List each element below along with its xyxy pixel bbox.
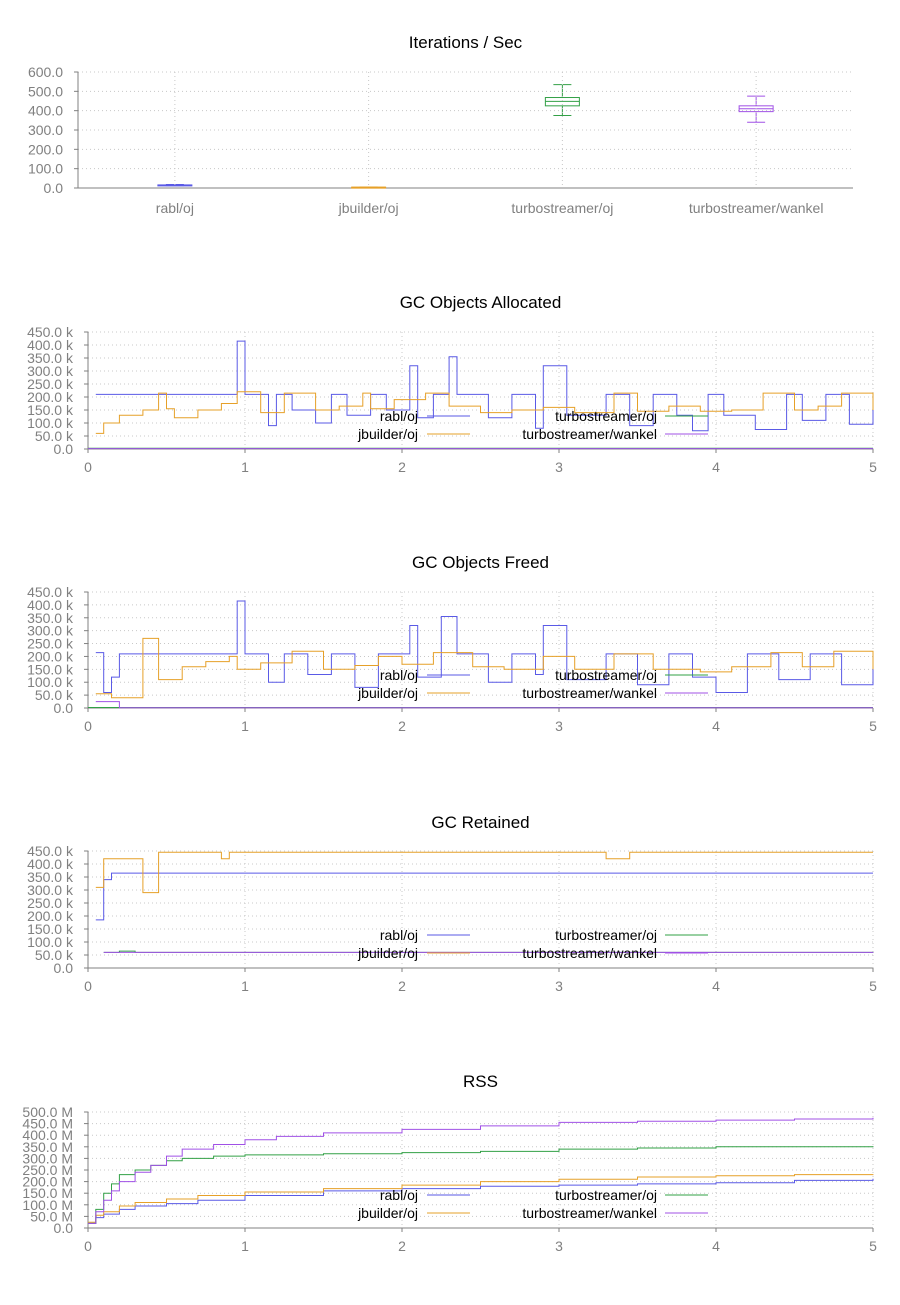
y-tick-label: 200.0: [28, 141, 63, 157]
chart-title: GC Retained: [431, 813, 529, 832]
x-tick-label: 4: [712, 459, 720, 475]
y-tick-label: 500.0: [28, 83, 63, 99]
x-tick-label: 3: [555, 978, 563, 994]
legend-label: jbuilder/oj: [357, 945, 418, 961]
series-line-rabl-oj: [96, 341, 873, 431]
legend-label: rabl/oj: [380, 667, 418, 683]
legend-label: rabl/oj: [380, 408, 418, 424]
x-tick-label: 4: [712, 1238, 720, 1254]
x-tick-label: jbuilder/oj: [338, 200, 399, 216]
x-tick-label: 2: [398, 978, 406, 994]
legend-item-turbostreamer-oj: turbostreamer/oj: [555, 408, 708, 424]
series-line-turbostreamer-wankel: [88, 1118, 873, 1224]
x-tick-label: 0: [84, 459, 92, 475]
y-tick-label: 500.0 M: [22, 1104, 73, 1120]
legend-label: turbostreamer/oj: [555, 1187, 657, 1203]
x-tick-label: 2: [398, 718, 406, 734]
chart-title: GC Objects Allocated: [400, 293, 562, 312]
x-tick-label: 0: [84, 718, 92, 734]
y-tick-label: 300.0: [28, 122, 63, 138]
legend-item-turbostreamer-wankel: turbostreamer/wankel: [522, 1205, 708, 1221]
x-tick-label: 3: [555, 1238, 563, 1254]
x-tick-label: 1: [241, 718, 249, 734]
series-line-jbuilder-oj: [88, 1174, 873, 1222]
legend-item-jbuilder-oj: jbuilder/oj: [357, 426, 470, 442]
x-tick-label: turbostreamer/oj: [511, 200, 613, 216]
series-line-rabl-oj: [96, 873, 873, 920]
x-tick-label: 1: [241, 1238, 249, 1254]
y-tick-label: 450.0 k: [27, 324, 74, 340]
x-tick-label: 1: [241, 459, 249, 475]
legend-label: jbuilder/oj: [357, 426, 418, 442]
legend: rabl/oj turbostreamer/oj jbuilder/oj turbos…: [357, 408, 708, 442]
legend-item-jbuilder-oj: jbuilder/oj: [357, 945, 470, 961]
legend-item-turbostreamer-wankel: turbostreamer/wankel: [522, 685, 708, 701]
x-tick-label: 2: [398, 459, 406, 475]
legend-item-jbuilder-oj: jbuilder/oj: [357, 685, 470, 701]
series-line-jbuilder-oj: [96, 638, 873, 697]
x-tick-label: 4: [712, 718, 720, 734]
legend-label: rabl/oj: [380, 927, 418, 943]
x-tick-label: 4: [712, 978, 720, 994]
legend-item-turbostreamer-wankel: turbostreamer/wankel: [522, 426, 708, 442]
x-tick-label: 5: [869, 718, 877, 734]
series-line-jbuilder-oj: [96, 392, 873, 434]
x-tick-label: 3: [555, 718, 563, 734]
legend-label: turbostreamer/oj: [555, 667, 657, 683]
x-tick-label: 5: [869, 459, 877, 475]
chart-ips: Iterations / Sec 0.0 100.0 200.0 300.0 400.0 5…: [28, 33, 853, 216]
legend-label: turbostreamer/wankel: [522, 426, 657, 442]
chart-title: Iterations / Sec: [409, 33, 523, 52]
y-tick-label: 450.0 k: [27, 584, 74, 600]
legend-label: turbostreamer/oj: [555, 408, 657, 424]
series-line-jbuilder-oj: [96, 852, 873, 892]
legend: rabl/oj turbostreamer/oj jbuilder/oj turbos…: [357, 1187, 708, 1221]
x-tick-label: 5: [869, 978, 877, 994]
series-line-rabl-oj: [96, 601, 873, 693]
legend-item-jbuilder-oj: jbuilder/oj: [357, 1205, 470, 1221]
legend: rabl/oj turbostreamer/oj jbuilder/oj turbos…: [357, 667, 708, 701]
x-tick-label: 0: [84, 978, 92, 994]
x-tick-label: rabl/oj: [156, 200, 194, 216]
x-tick-label: 5: [869, 1238, 877, 1254]
x-tick-label: 2: [398, 1238, 406, 1254]
chart-title: RSS: [463, 1072, 498, 1091]
legend-label: turbostreamer/oj: [555, 927, 657, 943]
x-tick-label: 0: [84, 1238, 92, 1254]
x-tick-label: 1: [241, 978, 249, 994]
y-tick-label: 400.0: [28, 103, 63, 119]
y-tick-label: 100.0: [28, 161, 63, 177]
legend-item-rabl-oj: rabl/oj: [380, 1187, 470, 1203]
legend-label: jbuilder/oj: [357, 1205, 418, 1221]
legend-label: rabl/oj: [380, 1187, 418, 1203]
legend-label: jbuilder/oj: [357, 685, 418, 701]
y-tick-label: 0.0: [44, 180, 64, 196]
legend-label: turbostreamer/wankel: [522, 1205, 657, 1221]
x-tick-label: 3: [555, 459, 563, 475]
x-tick-label: turbostreamer/wankel: [689, 200, 824, 216]
box-jbuilder-oj: [352, 187, 386, 188]
chart-title: GC Objects Freed: [412, 553, 549, 572]
series-line-turbostreamer-wankel: [96, 702, 873, 708]
legend-label: turbostreamer/wankel: [522, 685, 657, 701]
y-tick-label: 600.0: [28, 64, 63, 80]
legend-item-turbostreamer-oj: turbostreamer/oj: [555, 1187, 708, 1203]
legend-item-turbostreamer-wankel: turbostreamer/wankel: [522, 945, 708, 961]
legend-label: turbostreamer/wankel: [522, 945, 657, 961]
legend: rabl/oj turbostreamer/oj jbuilder/oj turbos…: [357, 927, 708, 961]
y-tick-label: 450.0 k: [27, 843, 74, 859]
legend-item-turbostreamer-oj: turbostreamer/oj: [555, 927, 708, 943]
